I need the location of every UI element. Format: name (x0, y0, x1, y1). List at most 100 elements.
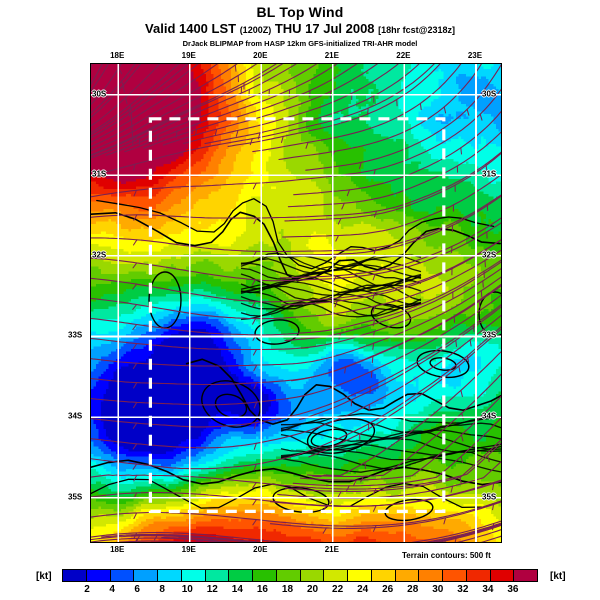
wind-barb (322, 527, 327, 534)
colorbar-tick-label: 26 (382, 584, 394, 595)
wind-barb (460, 389, 463, 397)
colorbar-segment (443, 570, 467, 581)
wind-barb (121, 80, 125, 88)
lon-label-top: 23E (467, 51, 483, 60)
wind-barb (251, 300, 256, 308)
wind-barb (480, 290, 483, 298)
streamline (298, 306, 501, 421)
lat-label-right: 32S (482, 250, 497, 260)
colorbar-tick-label: 14 (231, 584, 243, 595)
wind-barb (334, 300, 338, 308)
lon-label-top: 19E (181, 51, 196, 60)
colorbar-segment (419, 570, 443, 581)
wind-barb (373, 525, 377, 532)
wind-barb (492, 483, 495, 491)
wind-barb (472, 324, 475, 333)
streamline (91, 314, 501, 449)
colorbar-tick-label: 24 (357, 584, 369, 595)
streamline (91, 64, 218, 143)
streamline (252, 64, 462, 153)
lat-label-right: 30S (482, 89, 497, 99)
streamline (91, 88, 501, 198)
wind-barb (460, 434, 464, 442)
wind-barb (419, 102, 422, 111)
colorbar-segment (86, 570, 111, 581)
wind-barb (132, 304, 138, 310)
wind-barb (118, 67, 123, 75)
colorbar-segment (229, 570, 253, 581)
streamline (284, 152, 501, 222)
lon-label-top: 20E (253, 51, 268, 60)
colorbar-tick-label: 32 (457, 584, 469, 595)
wind-barb (461, 412, 464, 420)
map-plot[interactable] (90, 63, 502, 543)
lat-label-right: 31S (482, 169, 497, 179)
colorbar-tick-label: 4 (109, 584, 115, 595)
streamline (293, 110, 501, 196)
wind-barb (344, 366, 347, 374)
streamline (124, 64, 338, 153)
streamline (269, 501, 501, 529)
wind-barb (372, 342, 375, 350)
colorbar-segment (134, 570, 158, 581)
streamline (91, 326, 501, 470)
latlon-grid (91, 64, 501, 542)
lon-label-bottom: 20E (253, 545, 268, 554)
wind-barb (132, 463, 138, 470)
wind-barb (252, 482, 257, 489)
colorbar-tick-label: 22 (332, 584, 344, 595)
streamline (161, 524, 501, 542)
streamline (91, 64, 136, 114)
terrain-contour-line (280, 429, 501, 442)
wind-barb (454, 537, 457, 542)
colorbar-segment (253, 570, 277, 581)
colorbar-segment (63, 570, 87, 581)
wind-barb (460, 456, 463, 464)
colorbar-segment (371, 570, 396, 581)
streamline (91, 64, 122, 105)
colorbar-segment (205, 570, 230, 581)
streamline (287, 131, 501, 208)
streamline (143, 64, 358, 149)
wind-barb (482, 280, 484, 288)
lat-label-right: 33S (482, 330, 497, 340)
wind-barb (353, 479, 357, 487)
lat-label-left: 30S (92, 89, 107, 99)
wind-barb (253, 349, 257, 356)
wind-barb (133, 163, 136, 171)
wind-barb (335, 235, 339, 242)
wind-barb (466, 355, 470, 363)
streamline (91, 64, 142, 118)
wind-barb (469, 339, 472, 347)
lat-label-left: 35S (68, 492, 83, 502)
wind-barb (360, 475, 364, 483)
wind-barb (235, 129, 239, 137)
colorbar-segment (110, 570, 135, 581)
colorbar-segment (300, 570, 325, 581)
wind-barb (125, 97, 128, 105)
wind-barb (455, 339, 457, 347)
streamline (306, 373, 501, 478)
streamline (91, 259, 501, 336)
terrain-contour-line (280, 457, 501, 473)
colorbar-unit-left: [kt] (36, 571, 52, 582)
colorbar-segment (490, 570, 515, 581)
streamline (91, 64, 161, 127)
streamline (292, 417, 501, 487)
colorbar-tick-label: 20 (306, 584, 319, 595)
wind-barb (249, 138, 253, 146)
colorbar-tick-label: 28 (407, 584, 419, 595)
streamline (456, 529, 501, 542)
wind-barb (305, 141, 309, 149)
streamline (290, 283, 501, 382)
wind-barb (253, 217, 258, 225)
colorbar-tick-label: 34 (482, 584, 494, 595)
terrain-contour-line (280, 415, 501, 434)
terrain-contour-line (185, 358, 501, 425)
wind-barb (253, 442, 257, 450)
lat-label-left: 32S (92, 250, 107, 260)
terrain-contour-closed (306, 418, 376, 454)
wind-barb (252, 318, 257, 325)
title-block: BL Top Wind Valid 1400 LST (1200Z) THU 1… (0, 4, 600, 49)
colorbar-tick-label: 10 (181, 584, 193, 595)
